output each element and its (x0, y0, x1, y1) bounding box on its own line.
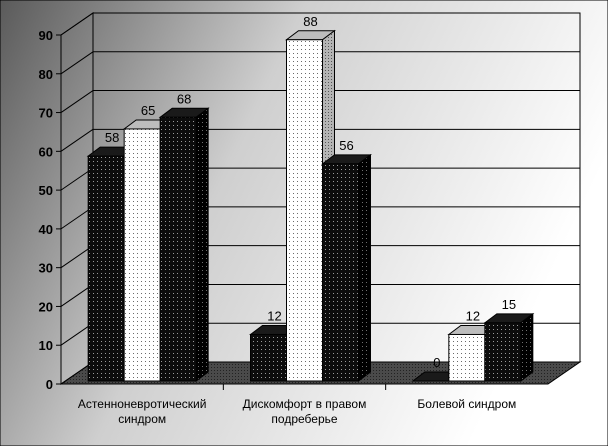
y-tick-label: 70 (39, 106, 53, 121)
data-label: 0 (433, 355, 440, 370)
data-label: 12 (466, 308, 480, 323)
y-tick-label: 40 (39, 222, 53, 237)
bar (483, 312, 535, 382)
bar-front (87, 155, 125, 382)
bar (321, 153, 372, 382)
x-tick-label: Дискомфорт в правом подреберье (243, 397, 367, 426)
y-tick-label: 90 (39, 28, 53, 43)
y-tick-label: 30 (39, 261, 53, 276)
y-tick-label: 20 (39, 299, 53, 314)
y-tick-label: 0 (46, 377, 53, 392)
bar-front (322, 163, 359, 382)
bar-front (448, 333, 486, 382)
y-tick-label: 60 (39, 144, 53, 159)
x-tick-label: Болевой синдром (417, 397, 516, 411)
bar-front (484, 322, 522, 382)
bar-side (195, 107, 209, 382)
data-label: 58 (105, 130, 119, 145)
y-tick-label: 50 (39, 183, 53, 198)
x-tick-label: Астенноневротический синдром (78, 397, 207, 426)
data-label: 56 (339, 138, 353, 153)
data-label: 88 (303, 14, 317, 29)
gridline-side (60, 128, 94, 152)
gridline-side (60, 90, 94, 113)
bar (158, 107, 210, 382)
data-label: 12 (267, 308, 281, 323)
bar-side (520, 312, 534, 382)
bar (284, 29, 337, 382)
data-label: 15 (502, 297, 516, 312)
bar-front (159, 116, 197, 382)
bar-front (286, 39, 323, 382)
y-tick-label: 80 (39, 67, 53, 82)
y-tick-label: 10 (39, 338, 53, 353)
bar-side (358, 153, 371, 382)
bar-front (250, 333, 287, 382)
data-label: 68 (177, 91, 191, 106)
gridline-side (60, 51, 94, 75)
bar-front (123, 128, 161, 382)
data-label: 65 (141, 103, 155, 118)
gridline-side (60, 12, 94, 36)
